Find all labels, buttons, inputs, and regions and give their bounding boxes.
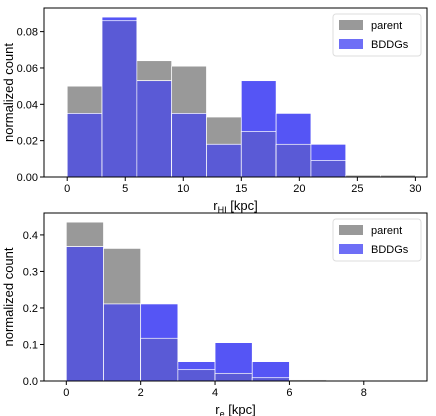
x-tick-label-4: 8 [361, 387, 367, 399]
bar-overlap-7 [310, 160, 347, 178]
x-tick-label-3: 15 [235, 183, 247, 195]
y-axis-label: normalized count [1, 247, 16, 346]
legend-swatch-parent [339, 20, 363, 30]
bar-overlap-6 [275, 143, 312, 178]
panel-effective-radius: 0 2 4 6 8 0.0 0.1 0.2 0.3 0.4 normalized count re [… [1, 212, 428, 416]
x-axis-label: re [kpc] [215, 402, 255, 416]
bar-overlap-4 [206, 143, 242, 178]
y-tick-label-4: 0.08 [17, 27, 38, 39]
bar-overlap-2 [140, 337, 179, 382]
legend-label-bddg: BDDGs [371, 244, 409, 256]
y-tick-label-4: 0.4 [23, 230, 38, 242]
x-tick-label-4: 20 [293, 183, 305, 195]
y-axis-label: normalized count [1, 43, 16, 142]
x-axis-label-unit: [kpc] [227, 198, 258, 213]
bar-overlap-1 [103, 303, 142, 382]
x-axis-label-main: r [215, 402, 220, 416]
x-tick-label-0: 0 [63, 387, 69, 399]
x-axis-label-subscript: e [220, 409, 225, 416]
legend-label-parent: parent [371, 225, 402, 237]
x-tick-label-0: 0 [64, 183, 70, 195]
x-axis-label-subscript: HI [218, 205, 227, 215]
y-tick-label-0: 0.00 [17, 172, 38, 184]
legend-swatch-bddg [339, 39, 363, 49]
plot-frame [43, 212, 428, 382]
legend-label-bddg: BDDGs [371, 39, 409, 51]
x-axis-label-unit: [kpc] [225, 402, 256, 416]
x-tick-label-2: 4 [212, 387, 218, 399]
y-tick-label-2: 0.2 [23, 303, 38, 315]
bar-overlap-3 [171, 113, 207, 178]
x-axis-label: rHI [kpc] [213, 198, 257, 215]
x-tick-label-1: 2 [138, 387, 144, 399]
bar-overlap-4 [214, 372, 253, 382]
y-tick-label-3: 0.06 [17, 63, 38, 75]
legend-label-parent: parent [371, 20, 402, 32]
y-tick-label-0: 0.0 [23, 376, 38, 388]
panel-hi-radius: 0 5 10 15 20 25 30 0.00 0.02 0.04 0.06 0.08normaliz… [1, 7, 428, 215]
x-tick-label-6: 30 [409, 183, 421, 195]
bar-overlap-1 [101, 20, 138, 178]
bar-overlap-3 [177, 369, 216, 382]
y-tick-label-3: 0.3 [23, 266, 38, 278]
bar-overlap-5 [240, 131, 277, 178]
bar-overlap-0 [66, 113, 103, 178]
x-tick-label-2: 10 [177, 183, 189, 195]
x-axis-label-main: r [213, 198, 218, 213]
bar-overlap-2 [136, 80, 173, 178]
legend-swatch-parent [339, 225, 363, 235]
y-tick-label-2: 0.04 [17, 99, 38, 111]
y-tick-label-1: 0.1 [23, 339, 38, 351]
x-tick-label-3: 6 [286, 387, 292, 399]
legend-swatch-bddg [339, 244, 363, 254]
x-tick-label-1: 5 [122, 183, 128, 195]
y-tick-label-1: 0.02 [17, 136, 38, 148]
plot-frame [43, 7, 428, 178]
x-tick-label-5: 25 [351, 183, 363, 195]
bar-overlap-0 [65, 246, 104, 382]
